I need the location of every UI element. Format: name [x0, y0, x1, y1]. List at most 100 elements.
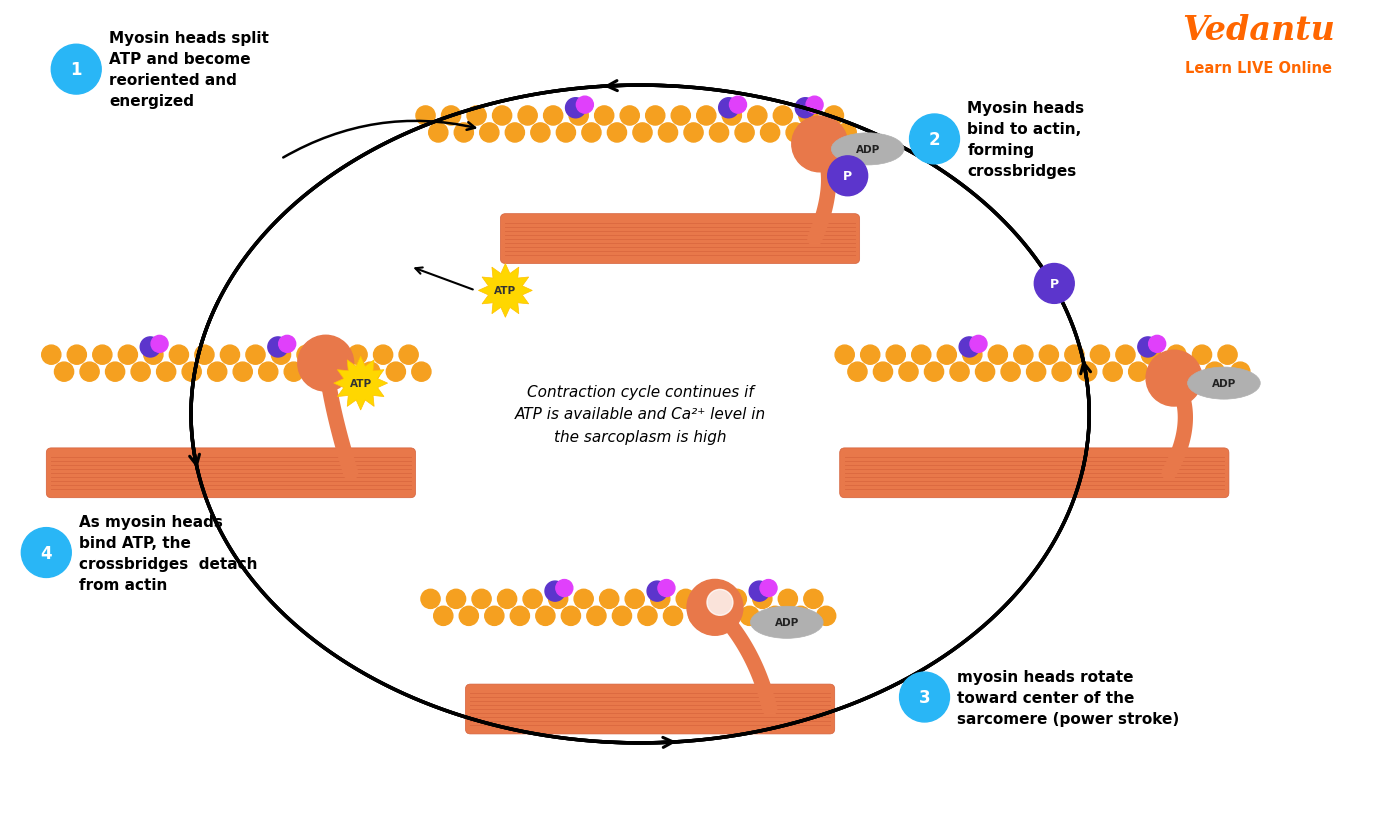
Circle shape	[753, 590, 772, 609]
Circle shape	[650, 590, 670, 609]
Circle shape	[632, 123, 652, 143]
Text: Learn LIVE Online: Learn LIVE Online	[1185, 60, 1333, 75]
Circle shape	[416, 107, 435, 126]
Text: Myosin heads
bind to actin,
forming
crossbridges: Myosin heads bind to actin, forming cros…	[968, 101, 1084, 179]
Circle shape	[530, 123, 550, 143]
Circle shape	[1065, 345, 1084, 365]
Circle shape	[182, 363, 202, 382]
Circle shape	[761, 123, 780, 143]
Circle shape	[1040, 345, 1058, 365]
Circle shape	[233, 363, 253, 382]
Circle shape	[707, 590, 733, 615]
Circle shape	[1146, 351, 1201, 407]
Circle shape	[41, 345, 61, 365]
Circle shape	[472, 590, 492, 609]
Polygon shape	[334, 357, 388, 411]
Circle shape	[544, 107, 562, 126]
Circle shape	[899, 672, 950, 722]
Circle shape	[284, 363, 304, 382]
Circle shape	[434, 607, 453, 626]
Circle shape	[1167, 345, 1186, 365]
Circle shape	[1155, 363, 1174, 382]
Circle shape	[686, 580, 743, 635]
Circle shape	[836, 345, 855, 365]
Circle shape	[807, 97, 823, 114]
Circle shape	[348, 345, 367, 365]
Text: Vedantu: Vedantu	[1182, 14, 1335, 46]
Circle shape	[718, 99, 739, 118]
Circle shape	[141, 338, 160, 358]
Circle shape	[80, 363, 99, 382]
Circle shape	[812, 123, 831, 143]
Circle shape	[566, 99, 586, 118]
Circle shape	[657, 580, 675, 597]
FancyBboxPatch shape	[47, 448, 416, 498]
Circle shape	[848, 363, 867, 382]
Text: 2: 2	[928, 131, 940, 149]
Circle shape	[467, 107, 486, 126]
Circle shape	[493, 107, 512, 126]
Circle shape	[246, 345, 265, 365]
Circle shape	[1230, 363, 1250, 382]
Circle shape	[1052, 363, 1072, 382]
Circle shape	[710, 123, 729, 143]
Circle shape	[1192, 345, 1211, 365]
Polygon shape	[478, 264, 532, 318]
Circle shape	[1077, 363, 1097, 382]
Circle shape	[399, 345, 418, 365]
Circle shape	[561, 607, 580, 626]
Circle shape	[702, 590, 721, 609]
Circle shape	[545, 581, 565, 601]
Circle shape	[555, 580, 573, 597]
Circle shape	[581, 123, 601, 143]
Circle shape	[574, 590, 594, 609]
Circle shape	[595, 107, 613, 126]
Circle shape	[1103, 363, 1123, 382]
Circle shape	[144, 345, 163, 365]
FancyBboxPatch shape	[500, 214, 859, 264]
Circle shape	[816, 607, 836, 626]
Circle shape	[221, 345, 239, 365]
Text: ATP: ATP	[494, 286, 516, 296]
Circle shape	[824, 107, 844, 126]
Circle shape	[860, 345, 880, 365]
Circle shape	[696, 107, 715, 126]
Text: 4: 4	[40, 544, 52, 562]
Circle shape	[576, 97, 594, 114]
Circle shape	[638, 607, 657, 626]
Circle shape	[1218, 345, 1237, 365]
Circle shape	[747, 107, 766, 126]
Circle shape	[548, 590, 568, 609]
Circle shape	[151, 336, 168, 353]
Circle shape	[207, 363, 226, 382]
Circle shape	[950, 363, 969, 382]
Circle shape	[485, 607, 504, 626]
Circle shape	[523, 590, 543, 609]
Circle shape	[1034, 264, 1074, 304]
Text: myosin heads rotate
toward center of the
sarcomere (power stroke): myosin heads rotate toward center of the…	[957, 669, 1179, 725]
Circle shape	[873, 363, 892, 382]
Circle shape	[989, 345, 1007, 365]
Circle shape	[779, 590, 797, 609]
Circle shape	[773, 107, 793, 126]
FancyBboxPatch shape	[840, 448, 1229, 498]
Circle shape	[729, 97, 747, 114]
Circle shape	[105, 363, 124, 382]
Circle shape	[1026, 363, 1045, 382]
Circle shape	[421, 590, 441, 609]
Circle shape	[689, 607, 708, 626]
Circle shape	[671, 107, 690, 126]
Circle shape	[795, 99, 815, 118]
Circle shape	[804, 590, 823, 609]
Circle shape	[765, 607, 784, 626]
Circle shape	[1014, 345, 1033, 365]
Circle shape	[798, 107, 818, 126]
Circle shape	[569, 107, 588, 126]
Circle shape	[620, 107, 639, 126]
Circle shape	[740, 607, 760, 626]
Circle shape	[428, 123, 447, 143]
Circle shape	[279, 336, 296, 353]
Circle shape	[387, 363, 406, 382]
Circle shape	[760, 580, 778, 597]
Circle shape	[119, 345, 138, 365]
